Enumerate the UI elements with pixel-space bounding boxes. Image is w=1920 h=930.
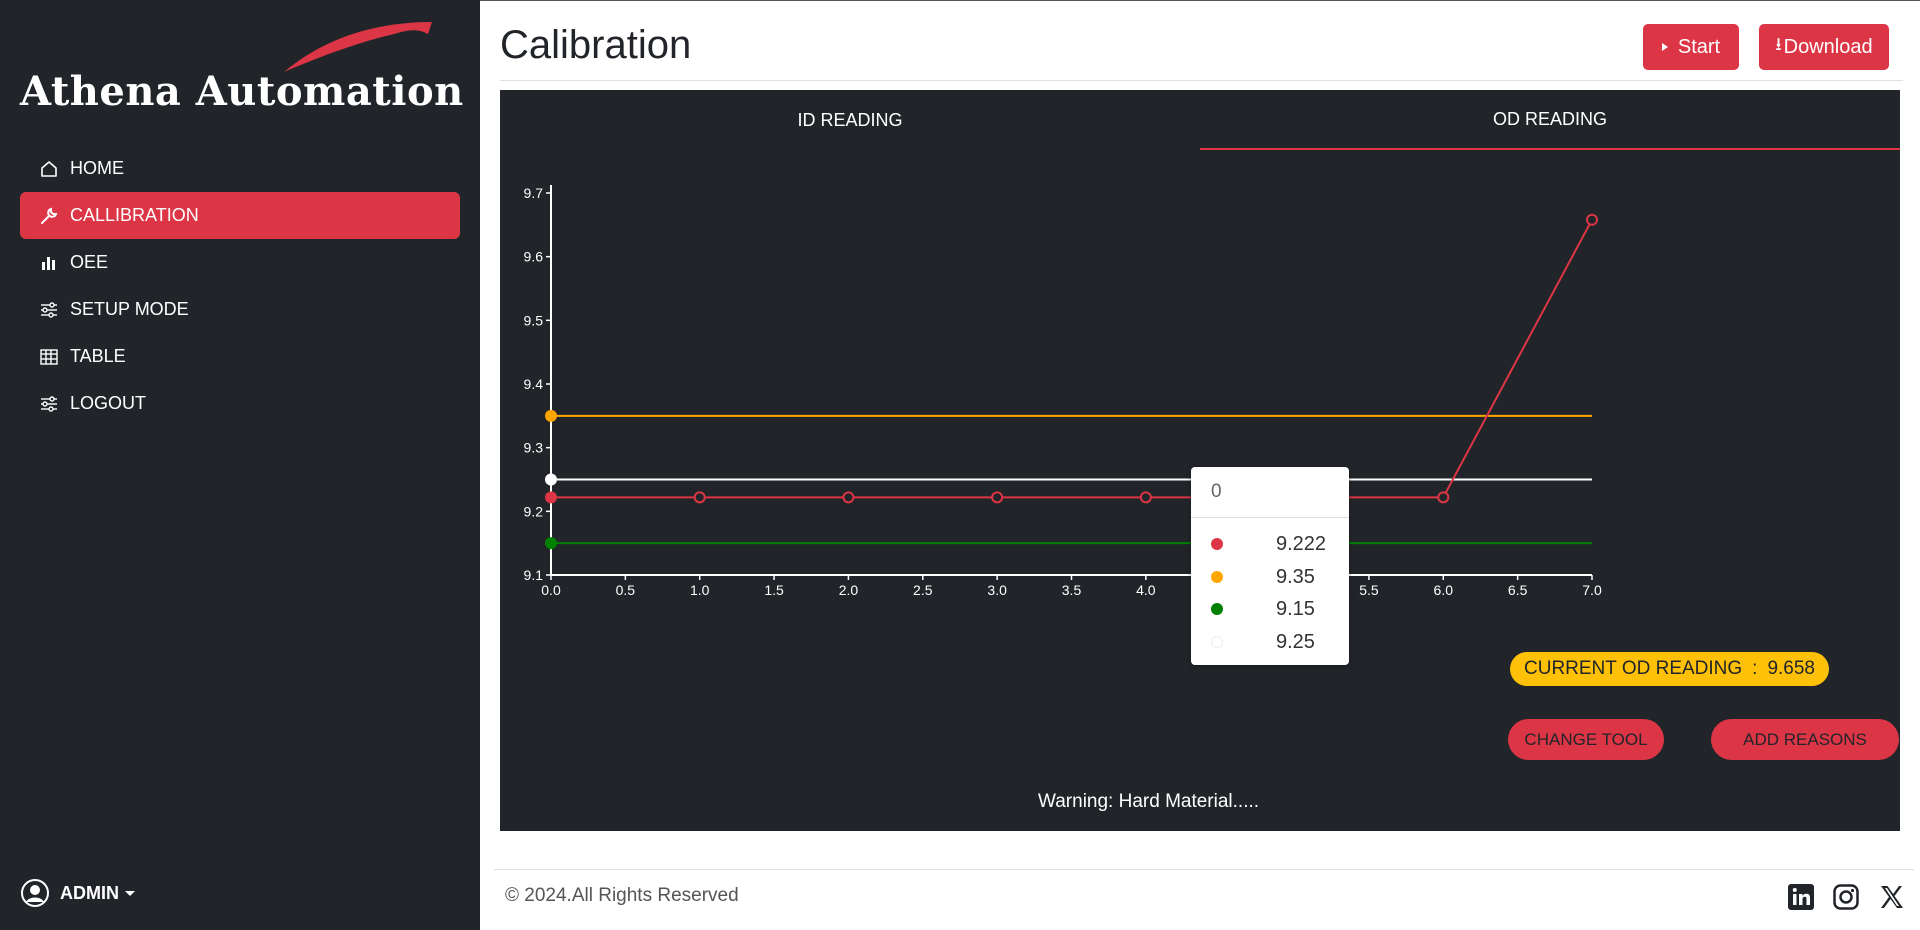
x-tick-label: 6.5 — [1508, 582, 1528, 598]
tab-id-reading[interactable]: ID READING — [797, 109, 903, 130]
sidebar-nav: HOME CALLIBRATION OEE SETUP MODE TABLE — [20, 145, 460, 427]
change-tool-button[interactable]: CHANGE TOOL — [1508, 719, 1664, 760]
brand-logo[interactable]: Athena Automation — [20, 20, 463, 115]
x-tick-label: 2.5 — [913, 582, 933, 598]
header-divider — [500, 80, 1903, 81]
data-point — [545, 537, 557, 550]
sidebar-item-label: CALLIBRATION — [70, 205, 199, 225]
sliders-icon — [38, 299, 60, 321]
tooltip-row: 9.222 — [1191, 529, 1349, 559]
data-point — [545, 491, 557, 504]
instagram-icon[interactable] — [1832, 883, 1860, 911]
sidebar-item-label: OEE — [70, 252, 109, 272]
tooltip-title: 0 — [1211, 481, 1222, 502]
x-tick-label: 0.0 — [541, 582, 561, 598]
x-tick-label: 6.0 — [1434, 582, 1454, 598]
wrench-icon — [38, 205, 60, 227]
series-line — [551, 219, 1593, 499]
user-menu[interactable]: ADMIN — [20, 878, 135, 908]
y-tick-label: 9.3 — [524, 440, 544, 456]
user-avatar-icon — [21, 879, 49, 907]
sidebar-item-label: TABLE — [70, 346, 126, 366]
y-tick-label: 9.7 — [524, 185, 544, 201]
sidebar-item-setup-mode[interactable]: SETUP MODE — [20, 286, 460, 333]
home-icon — [38, 158, 60, 180]
x-tick-label: 3.5 — [1062, 582, 1082, 598]
y-tick-label: 9.2 — [524, 503, 544, 519]
tooltip-value: 9.35 — [1276, 565, 1315, 588]
swoosh-icon — [284, 22, 432, 72]
add-reasons-button[interactable]: ADD REASONS — [1711, 719, 1899, 760]
footer-divider — [494, 869, 1914, 870]
tooltip-row: 9.35 — [1191, 562, 1349, 592]
tab-od-reading[interactable]: OD READING — [1200, 90, 1900, 150]
x-tick-label: 7.0 — [1582, 582, 1602, 598]
data-point — [693, 491, 706, 504]
tooltip-value: 9.222 — [1276, 532, 1327, 555]
calibration-panel: ID READING OD READING 9.1 9.2 9.3 9.4 9.5 9.6… — [500, 90, 1900, 831]
x-tick-label: 0.5 — [616, 582, 636, 598]
sidebar-item-oee[interactable]: OEE — [20, 239, 460, 286]
sidebar-item-home[interactable]: HOME — [20, 145, 460, 192]
brand-name: Athena Automation — [20, 68, 464, 115]
tooltip-divider — [1191, 517, 1349, 518]
bar-chart-icon — [38, 252, 60, 274]
sidebar-item-table[interactable]: TABLE — [20, 333, 460, 380]
tooltip-value: 9.25 — [1276, 630, 1315, 653]
download-label: Download — [1783, 35, 1873, 58]
x-tick-label: 2.0 — [839, 582, 859, 598]
download-button[interactable]: ⭳ Download — [1759, 24, 1889, 70]
start-button[interactable]: Start — [1643, 24, 1739, 70]
current-od-reading-badge: CURRENT OD READING : 9.658 — [1510, 652, 1829, 686]
x-tick-label: 1.5 — [764, 582, 784, 598]
x-icon[interactable] — [1878, 883, 1906, 911]
x-tick-label: 5.5 — [1359, 582, 1379, 598]
linkedin-icon[interactable] — [1787, 883, 1815, 911]
y-tick-label: 9.4 — [524, 376, 544, 392]
data-point — [545, 409, 557, 422]
sidebar-item-callibration[interactable]: CALLIBRATION — [20, 192, 460, 239]
copyright-text: © 2024.All Rights Reserved — [505, 885, 739, 906]
tooltip-row: 9.15 — [1191, 594, 1349, 624]
x-tick-label: 1.0 — [690, 582, 710, 598]
reading-separator: : — [1752, 658, 1758, 679]
data-point — [991, 491, 1004, 504]
tooltip-value: 9.15 — [1276, 597, 1315, 620]
page-title: Calibration — [500, 23, 692, 67]
y-tick-label: 9.1 — [524, 567, 544, 583]
data-point — [545, 473, 557, 486]
sidebar-item-label: HOME — [70, 158, 124, 178]
warning-message: Warning: Hard Material..... — [1038, 791, 1260, 812]
legend-dot-icon — [1211, 571, 1223, 583]
y-tick-label: 9.6 — [524, 249, 544, 265]
sliders-icon — [38, 393, 60, 415]
data-point — [842, 491, 855, 504]
sidebar-item-label: SETUP MODE — [70, 299, 189, 319]
legend-dot-icon — [1211, 603, 1223, 615]
download-icon: ⭳ — [1775, 34, 1782, 54]
chart-tooltip: 0 9.222 9.35 9.15 9.25 — [1191, 467, 1349, 665]
legend-dot-icon — [1211, 538, 1223, 550]
y-tick-label: 9.5 — [524, 312, 544, 328]
reading-value: 9.658 — [1767, 658, 1815, 679]
data-point — [1586, 213, 1598, 226]
table-icon — [38, 346, 60, 368]
start-label: Start — [1677, 35, 1721, 58]
x-tick-label: 4.0 — [1136, 582, 1156, 598]
user-name: ADMIN — [60, 882, 119, 903]
legend-dot-icon — [1211, 636, 1223, 648]
reading-label: CURRENT OD READING — [1524, 658, 1743, 679]
tooltip-row: 9.25 — [1191, 627, 1349, 657]
sidebar-item-label: LOGOUT — [70, 393, 147, 413]
play-icon — [1661, 43, 1668, 51]
chevron-down-icon — [125, 890, 135, 896]
sidebar: Athena Automation HOME CALLIBRATION OEE … — [0, 0, 480, 930]
x-tick-label: 3.0 — [987, 582, 1007, 598]
main-content: Calibration Start ⭳ Download ID READING … — [480, 0, 1920, 930]
data-point — [1139, 491, 1152, 504]
data-point — [1437, 491, 1450, 504]
sidebar-item-logout[interactable]: LOGOUT — [20, 380, 460, 427]
